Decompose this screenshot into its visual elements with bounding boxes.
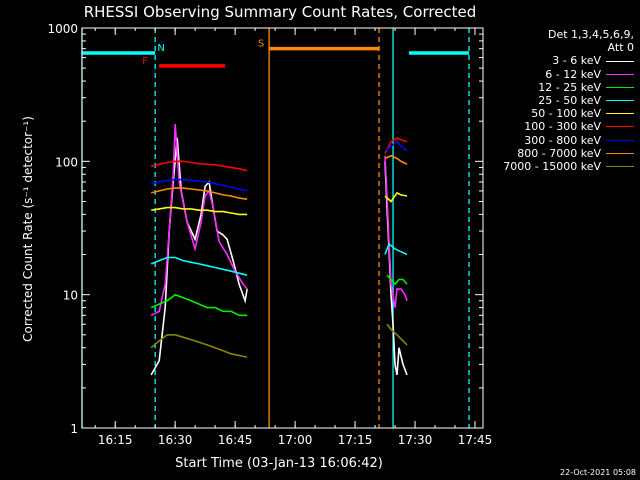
series-line-800-7000-kev [151,187,248,200]
legend-label: 800 - 7000 keV [517,146,601,160]
legend-swatch [606,166,634,167]
series-lines [150,124,408,376]
legend-label: 50 - 100 keV [531,107,601,121]
legend-entry-50-100-kev: 50 - 100 keV [478,107,634,120]
series-line-12-25-kev [386,274,408,286]
y-tick-label: 1000 [47,22,78,36]
legend-entry-7000-15000-kev: 7000 - 15000 keV [478,160,634,173]
series-line-7000-15000-kev [386,323,408,346]
x-axis-label: Start Time (03-Jan-13 16:06:42) [175,456,383,471]
legend-swatch [606,60,634,62]
legend-swatch [606,152,634,154]
series-line-50-100-kev [384,191,408,203]
legend-swatch [606,100,634,102]
series-line-3-6-kev [150,137,248,376]
series-line-100-300-kev [384,136,408,154]
legend-label: 100 - 300 keV [524,120,601,134]
legend-entry-100-300-kev: 100 - 300 keV [478,120,634,133]
y-axis-label: Corrected Count Rate (s⁻¹ detector⁻¹) [21,116,35,342]
axes-ticks: 16:15 16:30 16:45 17:00 17:15 17:30 17:45 1 10 10… [47,22,492,447]
legend-entry-25-50-kev: 25 - 50 keV [478,94,634,107]
y-tick-label: 10 [63,289,78,303]
legend-detectors: Det 1,3,4,5,6,9, [547,28,634,41]
series-line-6-12-kev [384,155,408,308]
legend-label: 25 - 50 keV [538,93,601,107]
x-tick-label: 17:30 [398,433,433,447]
chart-title: RHESSI Observing Summary Count Rates, Co… [84,3,477,21]
legend-entries: 3 - 6 keV 6 - 12 keV 12 - 25 keV 25 - 50 ke… [478,54,634,173]
legend-swatch [606,126,634,128]
interval-bars: NF S [82,39,470,68]
legend-swatch [606,86,634,88]
legend-label: 6 - 12 keV [545,67,601,81]
legend-swatch [606,113,634,115]
series-line-25-50-kev [150,256,248,276]
legend-entry-6-12-kev: 6 - 12 keV [478,68,634,81]
legend-label: 3 - 6 keV [552,54,601,68]
series-line-12-25-kev [150,293,248,317]
x-tick-label: 16:45 [218,433,253,447]
plot-frame [81,27,484,429]
legend-entry-800-7000-kev: 800 - 7000 keV [478,147,634,160]
date-stamp: 22-Oct-2021 05:08 [560,468,636,477]
legend-label: 7000 - 15000 keV [503,159,601,173]
legend-attenuator: Att 0 [607,41,634,55]
series-line-100-300-kev [151,160,248,172]
x-tick-label: 17:45 [458,433,493,447]
legend: Det 1,3,4,5,6,9, Att 0 3 - 6 keV 6 - 12 k… [478,28,634,173]
y-tick-label: 1 [70,422,78,436]
x-tick-label: 16:15 [98,433,133,447]
interval-label-n: N [157,43,164,54]
series-line-6-12-kev [150,124,248,317]
legend-entry-3-6-kev: 3 - 6 keV [478,54,634,67]
x-tick-label: 16:30 [158,433,193,447]
series-line-300-800-kev [384,140,408,152]
legend-label: 12 - 25 keV [538,80,601,94]
series-line-25-50-kev [384,242,408,256]
series-line-50-100-kev [151,206,248,216]
series-line-7000-15000-kev [150,333,248,358]
legend-swatch [606,73,634,75]
legend-entry-12-25-kev: 12 - 25 keV [478,81,634,94]
series-line-800-7000-kev [384,154,408,166]
series-line-300-800-kev [151,178,248,192]
legend-entry-300-800-kev: 300 - 800 keV [478,134,634,147]
legend-swatch [606,139,634,141]
interval-label-s: S [258,39,264,50]
legend-label: 300 - 800 keV [524,133,601,147]
y-tick-label: 100 [55,155,78,169]
x-tick-label: 17:00 [278,433,313,447]
interval-label-f: F [142,56,148,67]
x-tick-label: 17:15 [338,433,373,447]
time-boundary-lines [81,28,470,428]
